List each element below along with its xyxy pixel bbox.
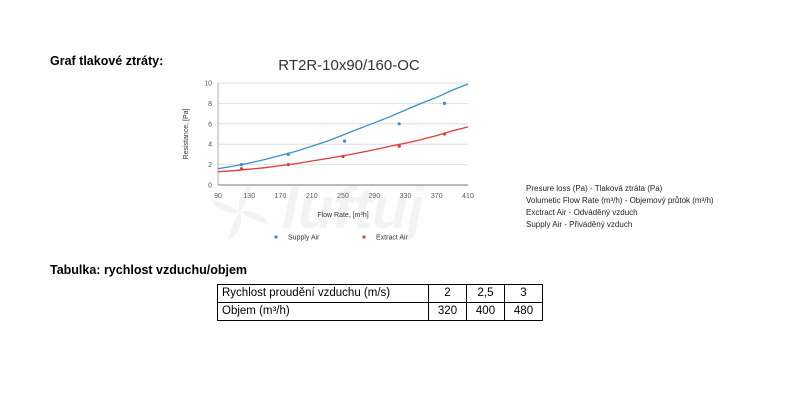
note-pressure-loss: Presure loss (Pa) - Tlaková ztráta (Pa)	[526, 184, 663, 193]
row-label: Objem (m³/h)	[217, 302, 429, 321]
supply-air-point	[342, 139, 347, 143]
x-tick-label: 370	[431, 193, 443, 200]
extract-air-point	[286, 163, 290, 167]
extract-air-point	[397, 144, 401, 148]
supply-air-point	[239, 163, 244, 167]
supply-air-legend-label: Supply Air	[288, 235, 320, 242]
y-tick-label: 4	[208, 142, 212, 149]
y-tick-label: 8	[208, 101, 212, 108]
y-axis-label: Resistance, [Pa]	[183, 108, 190, 159]
extract-air-point	[239, 167, 244, 171]
y-tick-label: 10	[204, 81, 212, 88]
x-tick-label: 170	[275, 193, 287, 200]
table-cell: 480	[504, 302, 543, 321]
x-tick-label: 330	[400, 193, 412, 200]
watermark-text: luftuj	[282, 176, 426, 241]
table-heading: Tabulka: rychlost vzduchu/objem	[50, 263, 248, 277]
legend-notes: Presure loss (Pa) - Tlaková ztráta (Pa) …	[526, 183, 714, 231]
extract-air-point	[341, 154, 345, 159]
table-cell: 400	[466, 302, 505, 321]
x-tick-label: 90	[214, 193, 222, 200]
y-tick-label: 0	[208, 183, 212, 190]
note-flow-rate: Volumetic Flow Rate (m³/h) - Objemový pr…	[526, 196, 714, 205]
x-tick-label: 210	[306, 193, 318, 200]
supply-air-point	[397, 122, 401, 126]
table-cell: 2	[428, 284, 467, 303]
chart-svg: RT2R-10x90/160-OC 0 2 4 6 8 10 90 130 170 210 250 2…	[183, 57, 474, 242]
x-tick-label: 130	[243, 193, 255, 200]
table-cell: 3	[504, 284, 543, 303]
table-cell: 320	[428, 302, 467, 321]
supply-air-line	[217, 83, 469, 170]
supply-air-legend-marker	[274, 235, 278, 239]
table-row-volume: Objem (m³/h) 320 400 480	[217, 302, 543, 321]
table-cell: 2,5	[466, 284, 505, 303]
extract-air-point	[442, 132, 447, 136]
pressure-loss-chart: RT2R-10x90/160-OC 0 2 4 6 8 10 90 130 170 210 250 2…	[178, 50, 478, 250]
note-extract-air: Exctract Air - Odváděný vzduch	[526, 208, 638, 217]
speed-volume-table: Rychlost proudění vzduchu (m/s) 2 2,5 3 …	[217, 284, 543, 321]
supply-air-point	[442, 101, 447, 105]
extract-air-legend-marker	[362, 235, 366, 239]
graph-heading: Graf tlakové ztráty:	[50, 54, 164, 68]
y-tick-label: 2	[208, 162, 212, 169]
note-supply-air: Supply Air - Přiváděný vzduch	[526, 220, 633, 229]
x-tick-label: 290	[368, 193, 380, 200]
extract-air-legend-label: Extract Air	[376, 235, 409, 242]
chart-title: RT2R-10x90/160-OC	[278, 57, 420, 74]
table-row-speed: Rychlost proudění vzduchu (m/s) 2 2,5 3	[217, 284, 543, 303]
x-tick-label: 250	[337, 193, 349, 200]
luftuj-watermark-logo: luftuj	[212, 176, 426, 241]
row-label: Rychlost proudění vzduchu (m/s)	[217, 284, 429, 303]
x-tick-label: 410	[462, 193, 474, 200]
supply-air-point	[286, 152, 290, 156]
y-tick-label: 6	[208, 121, 212, 128]
x-axis-label: Flow Rate, [m³h]	[317, 212, 368, 219]
